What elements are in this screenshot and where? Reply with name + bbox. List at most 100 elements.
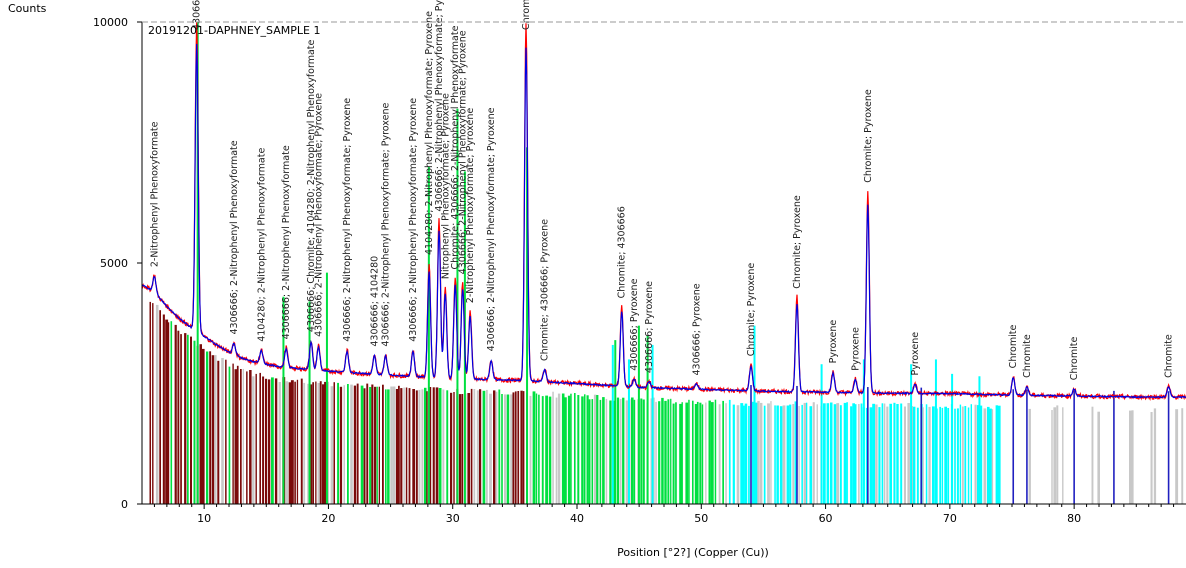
reference-bar <box>433 387 435 504</box>
reference-bar <box>910 364 912 504</box>
reference-bar <box>996 405 999 504</box>
peak-label: 4306666; 2-Nitrophenyl Phenoxyformate; P… <box>381 103 392 347</box>
reference-bar <box>318 383 321 504</box>
reference-bar <box>1132 410 1134 504</box>
peak-label: Chromite; Pyroxene <box>863 89 874 183</box>
reference-bar <box>664 401 666 504</box>
reference-bar <box>817 404 818 504</box>
reference-bar <box>268 379 270 504</box>
reference-bar <box>542 396 544 504</box>
reference-bar <box>667 399 669 504</box>
reference-bar <box>1175 409 1178 504</box>
reference-bar <box>412 389 415 504</box>
reference-bar <box>545 396 548 504</box>
peak-label: Chromite; 4306666 <box>617 206 628 298</box>
reference-bar <box>262 377 264 505</box>
reference-bar <box>743 406 745 504</box>
reference-bar <box>344 385 346 504</box>
reference-bar <box>246 371 248 504</box>
reference-bar <box>685 403 688 504</box>
reference-bar <box>640 399 642 505</box>
reference-bar <box>240 369 242 504</box>
reference-bar <box>206 352 208 505</box>
reference-bar <box>409 388 411 504</box>
peak-label: Pyroxene <box>828 320 839 364</box>
reference-bar <box>256 374 257 504</box>
reference-bar <box>942 408 944 504</box>
reference-bar <box>286 381 289 504</box>
reference-bar <box>801 405 803 504</box>
reference-bar <box>813 402 815 504</box>
reference-bar <box>968 408 970 505</box>
peak-label: 4306666; Pyroxene <box>691 283 702 375</box>
reference-bar <box>209 351 211 504</box>
reference-bar <box>932 406 935 504</box>
reference-bar <box>964 406 966 504</box>
reference-bar <box>536 394 537 505</box>
reference-bar <box>587 395 589 504</box>
reference-pattern-bars <box>150 22 1184 504</box>
reference-bar <box>1151 412 1153 504</box>
reference-bar <box>1051 410 1052 504</box>
reference-bar <box>886 407 888 504</box>
reference-bar <box>661 398 664 504</box>
reference-bar <box>385 389 387 504</box>
reference-bar <box>612 345 614 504</box>
reference-bar <box>424 388 427 504</box>
reference-bar <box>489 394 492 504</box>
reference-bar <box>366 384 368 504</box>
reference-bar <box>628 359 630 504</box>
reference-bar <box>369 387 371 504</box>
reference-bar <box>556 398 558 504</box>
reference-bar <box>581 396 584 504</box>
reference-bar <box>787 406 790 505</box>
reference-bar <box>810 406 813 504</box>
reference-bar <box>592 399 594 504</box>
peak-label: 4306666; 4104280 <box>369 256 380 347</box>
reference-bar <box>564 397 567 504</box>
reference-bar <box>265 379 267 504</box>
reference-bar <box>504 394 506 504</box>
reference-bar <box>846 402 848 504</box>
reference-bar <box>200 344 203 504</box>
reference-bar <box>530 396 532 504</box>
reference-bar <box>177 331 179 504</box>
reference-bar <box>163 315 165 505</box>
reference-bar <box>606 399 608 504</box>
peak-label: Pyroxene <box>910 332 921 376</box>
peak-label: Chromite <box>1008 325 1019 369</box>
peak-label: Pyroxene <box>850 327 861 371</box>
reference-bar <box>190 337 192 504</box>
reference-bar <box>755 403 757 504</box>
reference-bar <box>737 405 740 504</box>
reference-bar <box>745 404 748 504</box>
reference-bar <box>400 388 402 504</box>
reference-bar <box>596 395 598 504</box>
reference-bar <box>312 382 314 504</box>
reference-bar <box>249 370 252 504</box>
x-tick-label: 80 <box>1067 512 1081 525</box>
reference-bar <box>393 387 396 505</box>
reference-bar <box>830 403 833 505</box>
reference-bar <box>152 303 153 504</box>
reference-bar <box>622 398 624 504</box>
reference-bar <box>194 341 196 504</box>
reference-bar <box>935 359 937 504</box>
x-tick-label: 10 <box>197 512 211 525</box>
reference-bar <box>907 403 910 504</box>
x-tick-label: 60 <box>819 512 833 525</box>
reference-bar <box>725 403 727 504</box>
reference-bar <box>1097 412 1100 504</box>
peak-label: 2-Nitrophenyl Phenoxyformate <box>149 121 160 267</box>
reference-bar <box>861 404 863 505</box>
reference-bar <box>436 387 439 504</box>
peak-label: 4306666; 2-Nitrophenyl Phenoxyformate; P… <box>314 93 325 337</box>
x-tick-label: 70 <box>943 512 957 525</box>
reference-bar <box>709 401 711 504</box>
reference-bar <box>760 403 763 504</box>
reference-bar <box>289 382 292 504</box>
reference-bar <box>212 355 215 504</box>
reference-bar <box>159 310 161 504</box>
y-tick-label: 10000 <box>93 16 128 29</box>
